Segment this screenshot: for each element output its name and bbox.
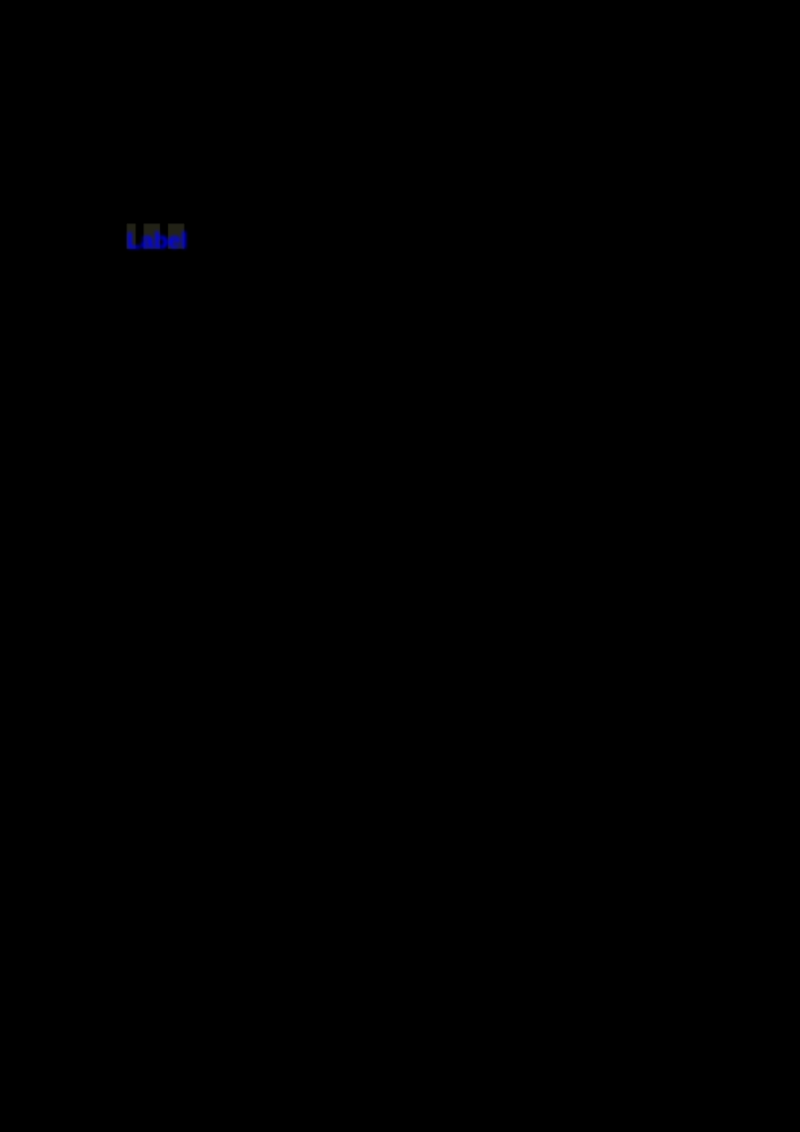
svg-text:Label: Label [127, 227, 188, 253]
